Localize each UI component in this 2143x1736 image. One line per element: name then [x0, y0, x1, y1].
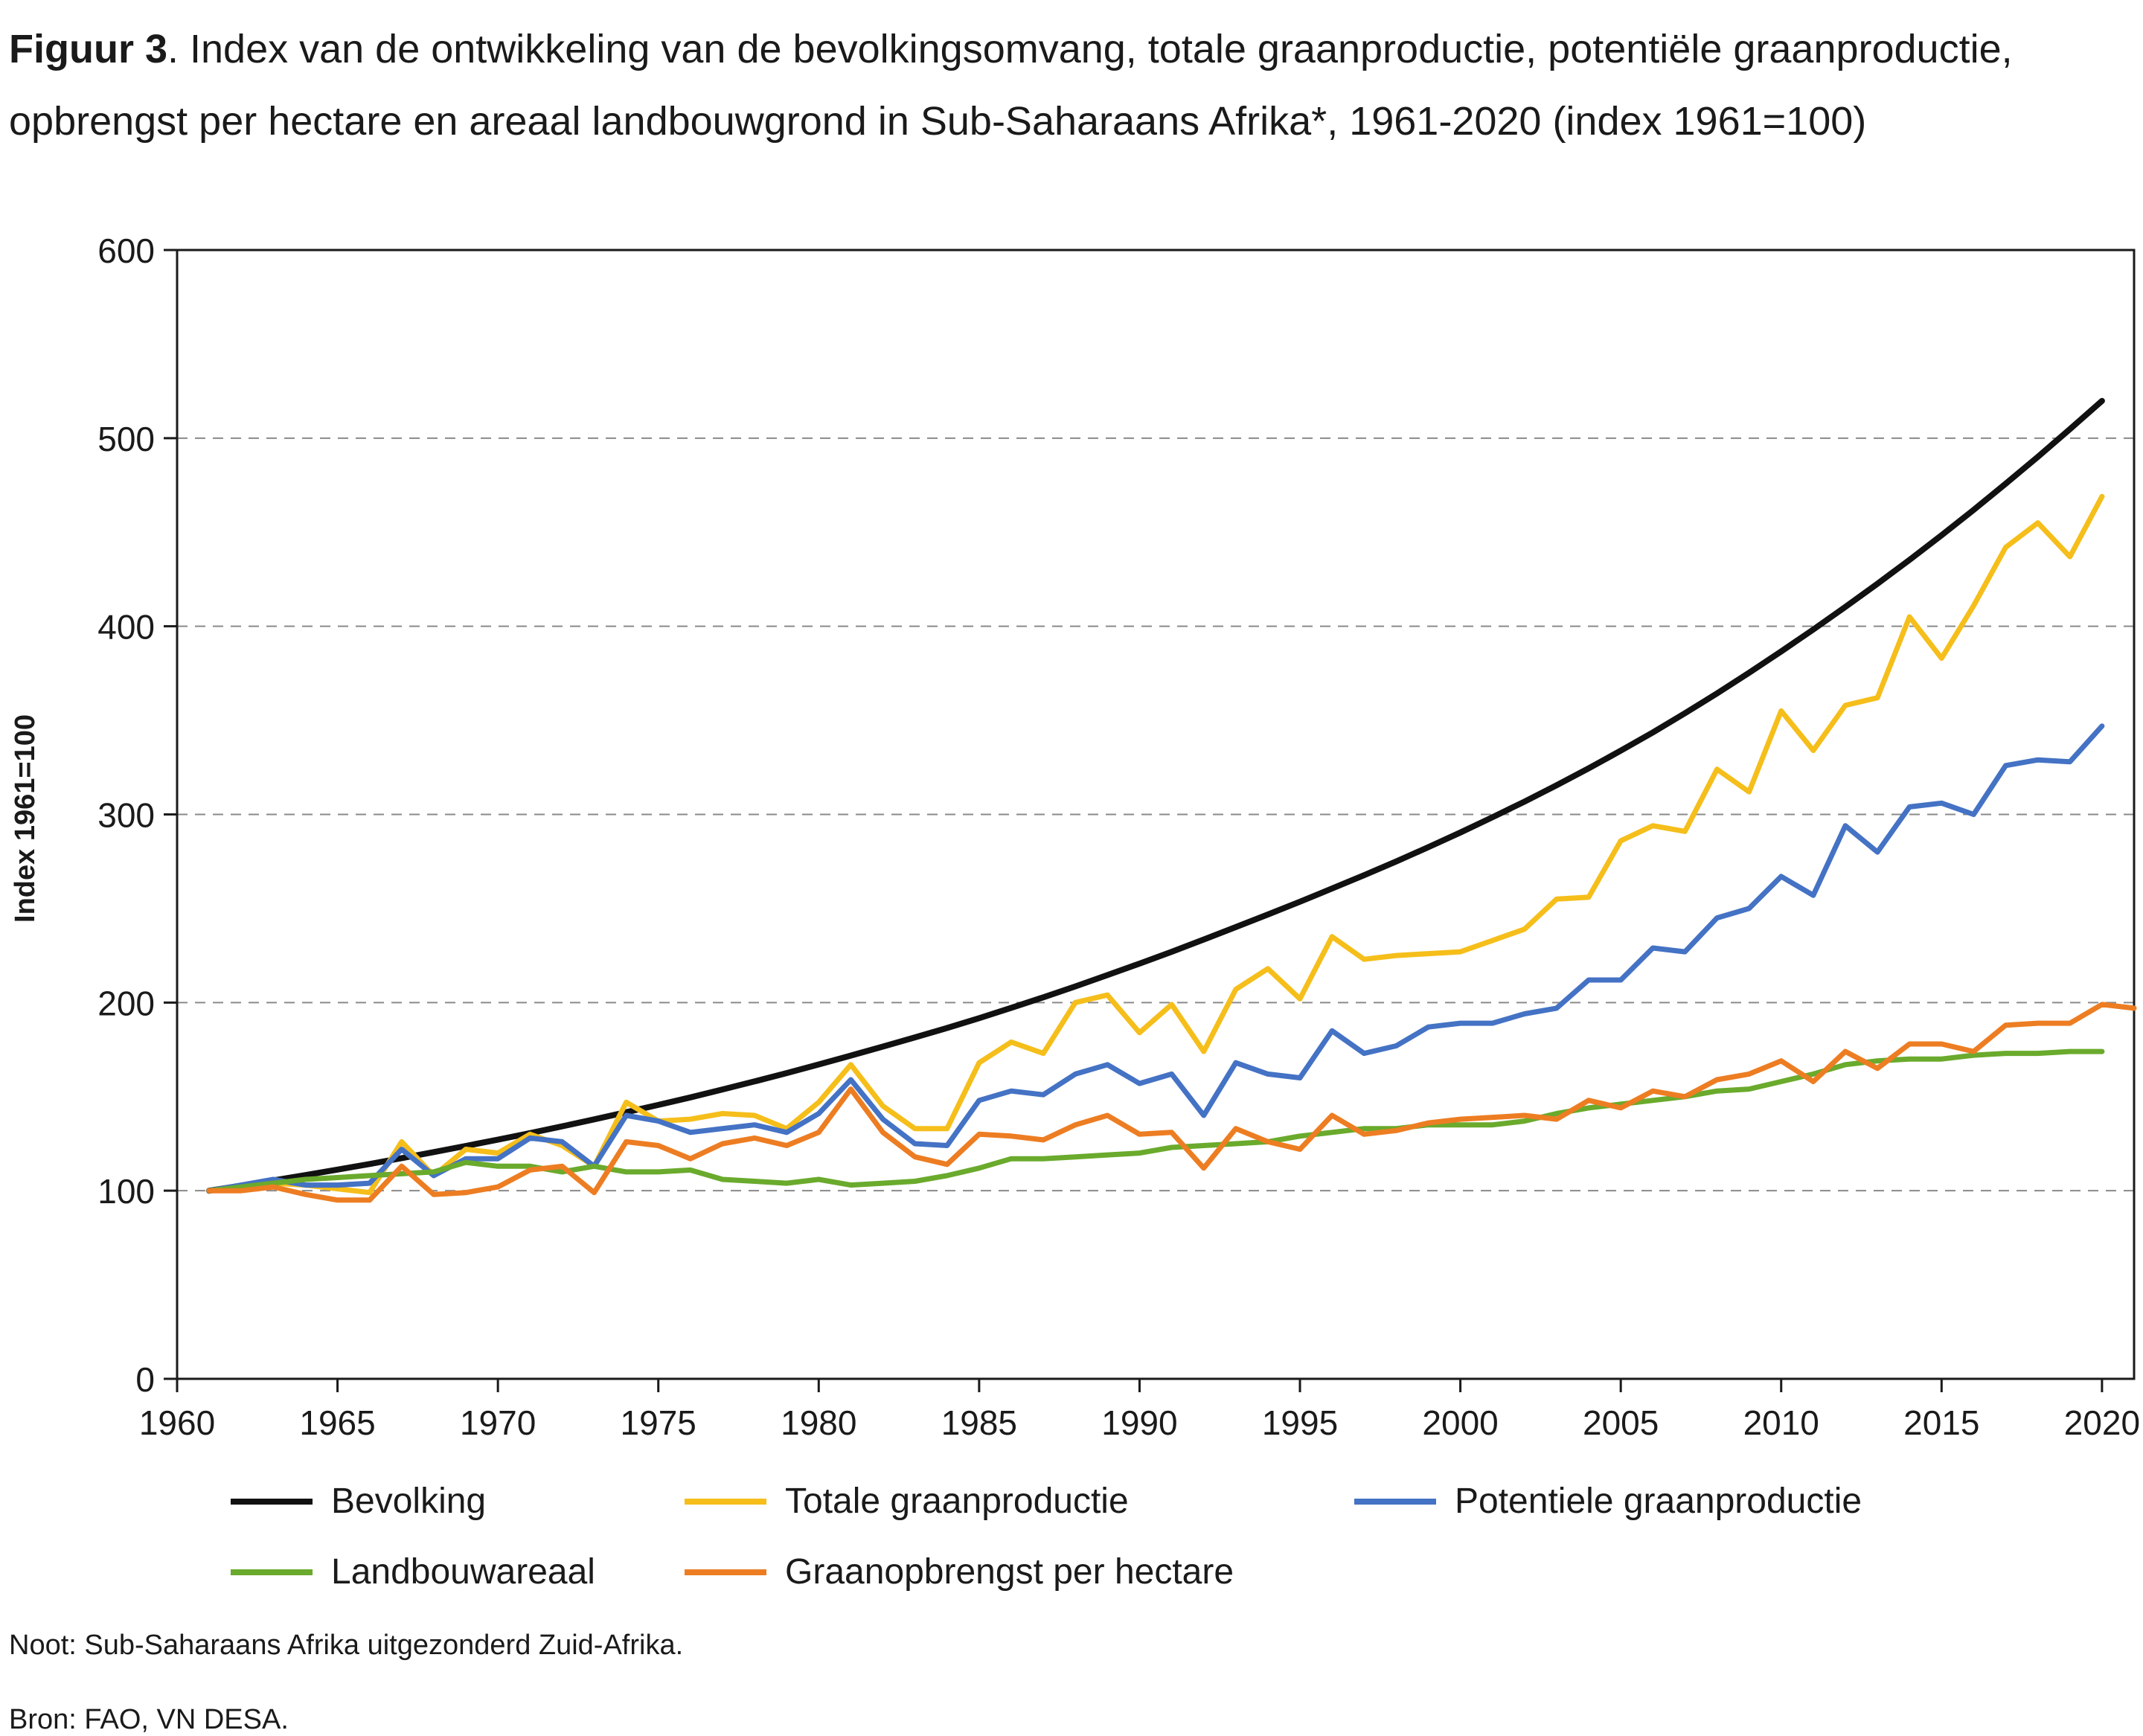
series-line-1 — [206, 397, 2105, 1194]
legend-label: Bevolking — [331, 1482, 487, 1521]
x-tick-label-2010: 2010 — [1743, 1403, 1819, 1442]
y-tick-label-200: 200 — [97, 984, 155, 1022]
x-tick-label-2015: 2015 — [1903, 1403, 1979, 1442]
x-tick-label-2020: 2020 — [2064, 1403, 2140, 1442]
figure-title: Figuur 3. Index van de ontwikkeling van … — [9, 13, 2130, 158]
legend-label: Totale graanproductie — [785, 1482, 1129, 1521]
y-tick-label-600: 600 — [97, 231, 155, 270]
series-line-3 — [206, 723, 2105, 1194]
y-tick-label-0: 0 — [135, 1360, 155, 1399]
legend-item-5: Graanopbrengst per hectare — [685, 1551, 1234, 1592]
y-tick-label-300: 300 — [97, 796, 155, 835]
x-tick-label-1990: 1990 — [1101, 1403, 1177, 1442]
legend-label: Graanopbrengst per hectare — [785, 1552, 1234, 1592]
x-tick-label-1965: 1965 — [299, 1403, 375, 1442]
line-chart: 0 100 200 300 400 500 600 1960 1965 1970 1975 1980 1… — [10, 231, 2140, 1442]
legend-item-4: Landbouwareaal — [231, 1551, 595, 1592]
chart-legend: Bevolking Totale graanproductie Potentiele… — [231, 1481, 2091, 1630]
x-tick-label-1995: 1995 — [1262, 1403, 1338, 1442]
y-tick-label-400: 400 — [97, 608, 155, 647]
legend-label: Landbouwareaal — [331, 1552, 595, 1592]
series-line-4 — [206, 1048, 2105, 1194]
x-tick-label-1975: 1975 — [621, 1403, 696, 1442]
y-tick-label-500: 500 — [97, 420, 155, 458]
x-tick-label-2000: 2000 — [1422, 1403, 1498, 1442]
series-line-2 — [206, 493, 2105, 1196]
legend-item-3: Potentiele graanproductie — [1354, 1481, 1862, 1522]
note-text: Noot: Sub-Saharaans Afrika uitgezonderd … — [9, 1630, 684, 1661]
x-tick-label-1960: 1960 — [139, 1403, 215, 1442]
series-lines — [206, 397, 2137, 1203]
x-tick-label-1985: 1985 — [941, 1403, 1017, 1442]
axes: 0 100 200 300 400 500 600 1960 1965 1970 1975 1980 1… — [97, 231, 2140, 1442]
legend-item-1: Bevolking — [231, 1481, 486, 1522]
figure-title-text: . Index van de ontwikkeling van de bevol… — [9, 27, 2013, 144]
x-tick-label-1980: 1980 — [781, 1403, 856, 1442]
legend-item-2: Totale graanproductie — [685, 1481, 1129, 1522]
y-axis-label: Index 1961=100 — [10, 714, 41, 923]
source-text: Bron: FAO, VN DESA. — [9, 1704, 289, 1735]
y-tick-label-100: 100 — [97, 1172, 155, 1211]
figure-label: Figuur 3 — [9, 27, 167, 71]
legend-label: Potentiele graanproductie — [1455, 1482, 1862, 1521]
series-line-5 — [206, 1002, 2137, 1203]
x-tick-label-1970: 1970 — [460, 1403, 536, 1442]
legend-swatch — [685, 1498, 766, 1505]
legend-swatch — [685, 1569, 766, 1575]
legend-swatch — [231, 1498, 313, 1505]
x-tick-label-2005: 2005 — [1583, 1403, 1659, 1442]
grid-lines — [177, 437, 2134, 1192]
legend-swatch — [1354, 1498, 1436, 1505]
legend-swatch — [231, 1569, 313, 1575]
